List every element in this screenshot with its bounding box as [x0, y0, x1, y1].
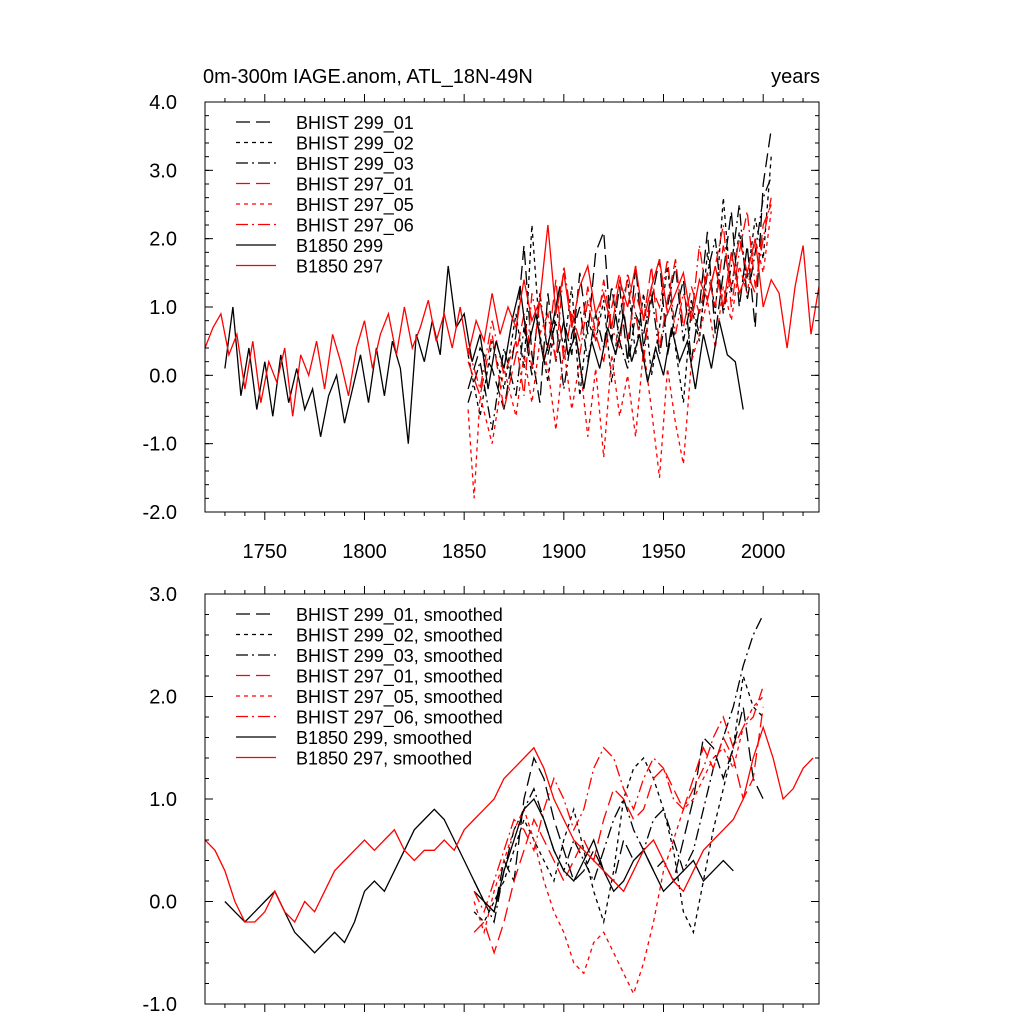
- y-tick-label: 0.0: [149, 892, 177, 914]
- series-line-5: [473, 696, 764, 996]
- series-line-4: [473, 706, 764, 955]
- top-panel: 0m-300m IAGE.anom, ATL_18N-49N years -2.…: [143, 66, 820, 563]
- top-axis-ticks: -2.0 -1.0 0.0 1.0 2.0 3.0 4.0 1750 1800 1850 1900 1…: [143, 92, 819, 563]
- y-tick-label: 1.0: [149, 789, 177, 811]
- series-line-2: [473, 675, 764, 935]
- y-tick-label: 3.0: [149, 584, 177, 606]
- y-tick-label: 2.0: [149, 687, 177, 709]
- x-tick-label: 1900: [542, 541, 587, 563]
- series-line-7: [224, 265, 744, 444]
- series-line-6: [473, 686, 764, 914]
- top-panel-title: 0m-300m IAGE.anom, ATL_18N-49N: [203, 66, 533, 88]
- legend-label-7: B1850 299, smoothed: [296, 728, 472, 748]
- series-line-4: [467, 204, 772, 410]
- legend-label-5: BHIST 297_05, smoothed: [296, 687, 503, 708]
- legend-label-4: BHIST 297_01: [296, 175, 414, 196]
- y-tick-label: 4.0: [149, 92, 177, 114]
- legend-label-8: B1850 297, smoothed: [296, 749, 472, 769]
- series-line-2: [467, 156, 772, 417]
- legend-label-3: BHIST 299_03: [296, 154, 414, 175]
- y-tick-label: 0.0: [149, 365, 177, 387]
- x-tick-label: 2000: [741, 541, 786, 563]
- series-line-6: [467, 197, 772, 396]
- legend-label-4: BHIST 297_01, smoothed: [296, 667, 503, 688]
- x-tick-label: 1950: [641, 541, 686, 563]
- legend-label-2: BHIST 299_02, smoothed: [296, 626, 503, 647]
- top-plot-area: [205, 129, 819, 499]
- legend-label-2: BHIST 299_02: [296, 134, 414, 155]
- legend-label-7: B1850 299: [296, 236, 383, 256]
- legend-label-8: B1850 297: [296, 257, 383, 277]
- legend-label-1: BHIST 299_01: [296, 113, 414, 134]
- y-tick-label: -1.0: [143, 994, 177, 1016]
- series-line-5: [467, 211, 772, 499]
- legend-label-6: BHIST 297_06: [296, 216, 414, 237]
- legend-label-3: BHIST 299_03, smoothed: [296, 646, 503, 667]
- top-panel-units: years: [771, 66, 820, 88]
- legend-label-1: BHIST 299_01, smoothed: [296, 605, 503, 626]
- bottom-axis-ticks: -1.0 0.0 1.0 2.0 3.0: [143, 584, 819, 1016]
- y-tick-label: 2.0: [149, 229, 177, 251]
- legend-label-5: BHIST 297_05: [296, 195, 414, 216]
- y-tick-label: 1.0: [149, 297, 177, 319]
- bottom-panel: -1.00.01.02.03.0 BHIST 299_01, smoothedB…: [143, 584, 820, 1016]
- series-line-8: [205, 224, 819, 417]
- series-line-3: [467, 176, 772, 431]
- x-tick-label: 1800: [342, 541, 387, 563]
- bottom-plot-area: [205, 614, 814, 996]
- x-tick-label: 1850: [442, 541, 487, 563]
- y-tick-label: 3.0: [149, 160, 177, 182]
- y-tick-label: -1.0: [143, 434, 177, 456]
- legend-label-6: BHIST 297_06, smoothed: [296, 708, 503, 729]
- x-tick-label: 1750: [243, 541, 288, 563]
- series-line-7: [224, 797, 734, 954]
- y-tick-label: -2.0: [143, 502, 177, 524]
- series-line-1: [467, 129, 772, 410]
- series-line-8: [205, 725, 814, 924]
